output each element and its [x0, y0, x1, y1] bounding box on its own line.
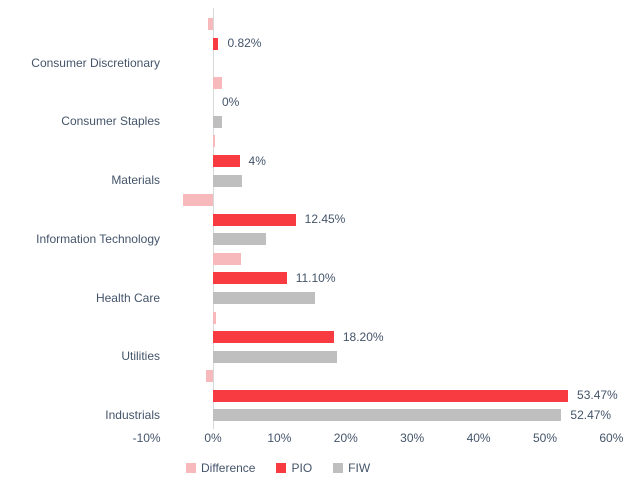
category-label: Materials — [111, 173, 160, 188]
bar-pio-utilities[interactable] — [213, 331, 334, 344]
x-tick-label: -10% — [132, 431, 161, 445]
x-tick-label: 60% — [599, 431, 624, 445]
bar-pio-health-care[interactable] — [213, 272, 287, 285]
bar-fiw-materials[interactable] — [213, 174, 242, 187]
bar-fiw-consumer-staples[interactable] — [213, 115, 223, 128]
bar-fiw-utilities[interactable] — [213, 350, 338, 363]
x-tick-label: 20% — [333, 431, 358, 445]
bar-fiw-health-care[interactable] — [213, 292, 315, 304]
bar-difference-health-care[interactable] — [213, 252, 241, 265]
legend-item-pio[interactable]: PIO — [276, 461, 312, 475]
bar-difference-consumer-discretionary[interactable] — [207, 18, 213, 30]
bar-value-label: 52.47% — [570, 407, 612, 422]
bar-pio-consumer-discretionary[interactable] — [213, 37, 219, 50]
bar-value-label: 18.20% — [342, 329, 384, 344]
x-tick-label: 10% — [267, 431, 292, 445]
category-label: Health Care — [95, 290, 160, 305]
x-tick-label: 50% — [532, 431, 558, 445]
category-label: Information Technology — [36, 231, 160, 246]
legend-swatch-fiw — [333, 463, 344, 473]
category-label: Utilities — [121, 349, 160, 364]
x-tick-label: 30% — [400, 431, 425, 445]
bar-pio-information-technology[interactable] — [213, 213, 296, 226]
legend-item-fiw[interactable]: FIW — [333, 461, 370, 475]
bar-value-label: 12.45% — [304, 212, 346, 227]
bar-difference-utilities[interactable] — [213, 311, 217, 324]
bar-difference-information-technology[interactable] — [183, 194, 213, 207]
bar-difference-industrials[interactable] — [206, 370, 213, 383]
legend-item-difference[interactable]: Difference — [186, 461, 255, 475]
bar-pio-materials[interactable] — [213, 155, 240, 167]
legend-label: PIO — [291, 461, 313, 475]
category-label: Consumer Staples — [61, 114, 160, 129]
bar-difference-consumer-staples[interactable] — [213, 76, 223, 89]
bar-value-label: 4% — [248, 153, 266, 168]
category-label: Consumer Discretionary — [31, 55, 160, 70]
bar-value-label: 53.47% — [577, 388, 618, 403]
bar-difference-materials[interactable] — [213, 135, 215, 148]
bar-fiw-information-technology[interactable] — [213, 233, 267, 246]
chart-legend: Difference PIO FIW — [186, 461, 370, 475]
x-tick-label: 0% — [204, 431, 222, 445]
category-label: Industrials — [105, 407, 160, 422]
bar-value-label: 0% — [222, 94, 240, 109]
legend-label: FIW — [348, 461, 371, 475]
legend-swatch-difference — [186, 463, 196, 473]
bar-pio-industrials[interactable] — [213, 389, 569, 402]
bar-fiw-industrials[interactable] — [213, 409, 562, 422]
bar-value-label: 11.10% — [295, 270, 336, 285]
x-tick-label: 40% — [466, 431, 491, 445]
legend-label: Difference — [201, 461, 256, 475]
bar-value-label: 0.82% — [227, 36, 262, 51]
legend-swatch-pio — [276, 463, 287, 473]
